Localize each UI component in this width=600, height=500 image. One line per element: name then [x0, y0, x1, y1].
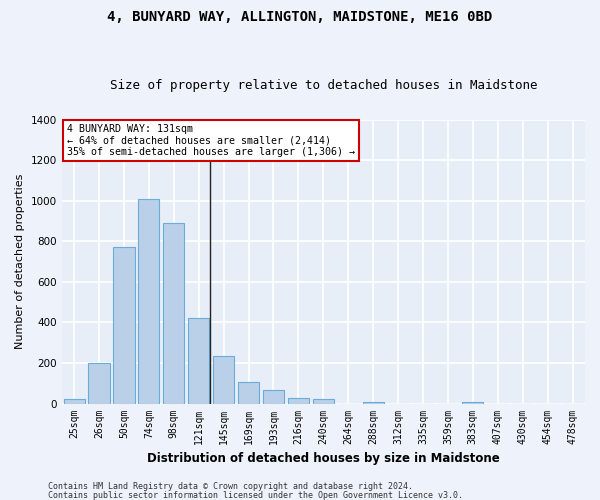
Bar — [238, 382, 259, 404]
X-axis label: Distribution of detached houses by size in Maidstone: Distribution of detached houses by size … — [147, 452, 500, 465]
Text: 4, BUNYARD WAY, ALLINGTON, MAIDSTONE, ME16 0BD: 4, BUNYARD WAY, ALLINGTON, MAIDSTONE, ME… — [107, 10, 493, 24]
Bar — [313, 400, 334, 404]
Bar — [138, 198, 160, 404]
Title: Size of property relative to detached houses in Maidstone: Size of property relative to detached ho… — [110, 79, 537, 92]
Bar — [462, 402, 484, 404]
Bar — [113, 248, 134, 404]
Y-axis label: Number of detached properties: Number of detached properties — [15, 174, 25, 349]
Bar — [288, 398, 309, 404]
Bar — [213, 356, 234, 404]
Text: Contains public sector information licensed under the Open Government Licence v3: Contains public sector information licen… — [48, 490, 463, 500]
Bar — [188, 318, 209, 404]
Bar — [263, 390, 284, 404]
Text: Contains HM Land Registry data © Crown copyright and database right 2024.: Contains HM Land Registry data © Crown c… — [48, 482, 413, 491]
Bar — [88, 363, 110, 404]
Bar — [64, 400, 85, 404]
Text: 4 BUNYARD WAY: 131sqm
← 64% of detached houses are smaller (2,414)
35% of semi-d: 4 BUNYARD WAY: 131sqm ← 64% of detached … — [67, 124, 355, 157]
Bar — [362, 402, 384, 404]
Bar — [163, 223, 184, 404]
